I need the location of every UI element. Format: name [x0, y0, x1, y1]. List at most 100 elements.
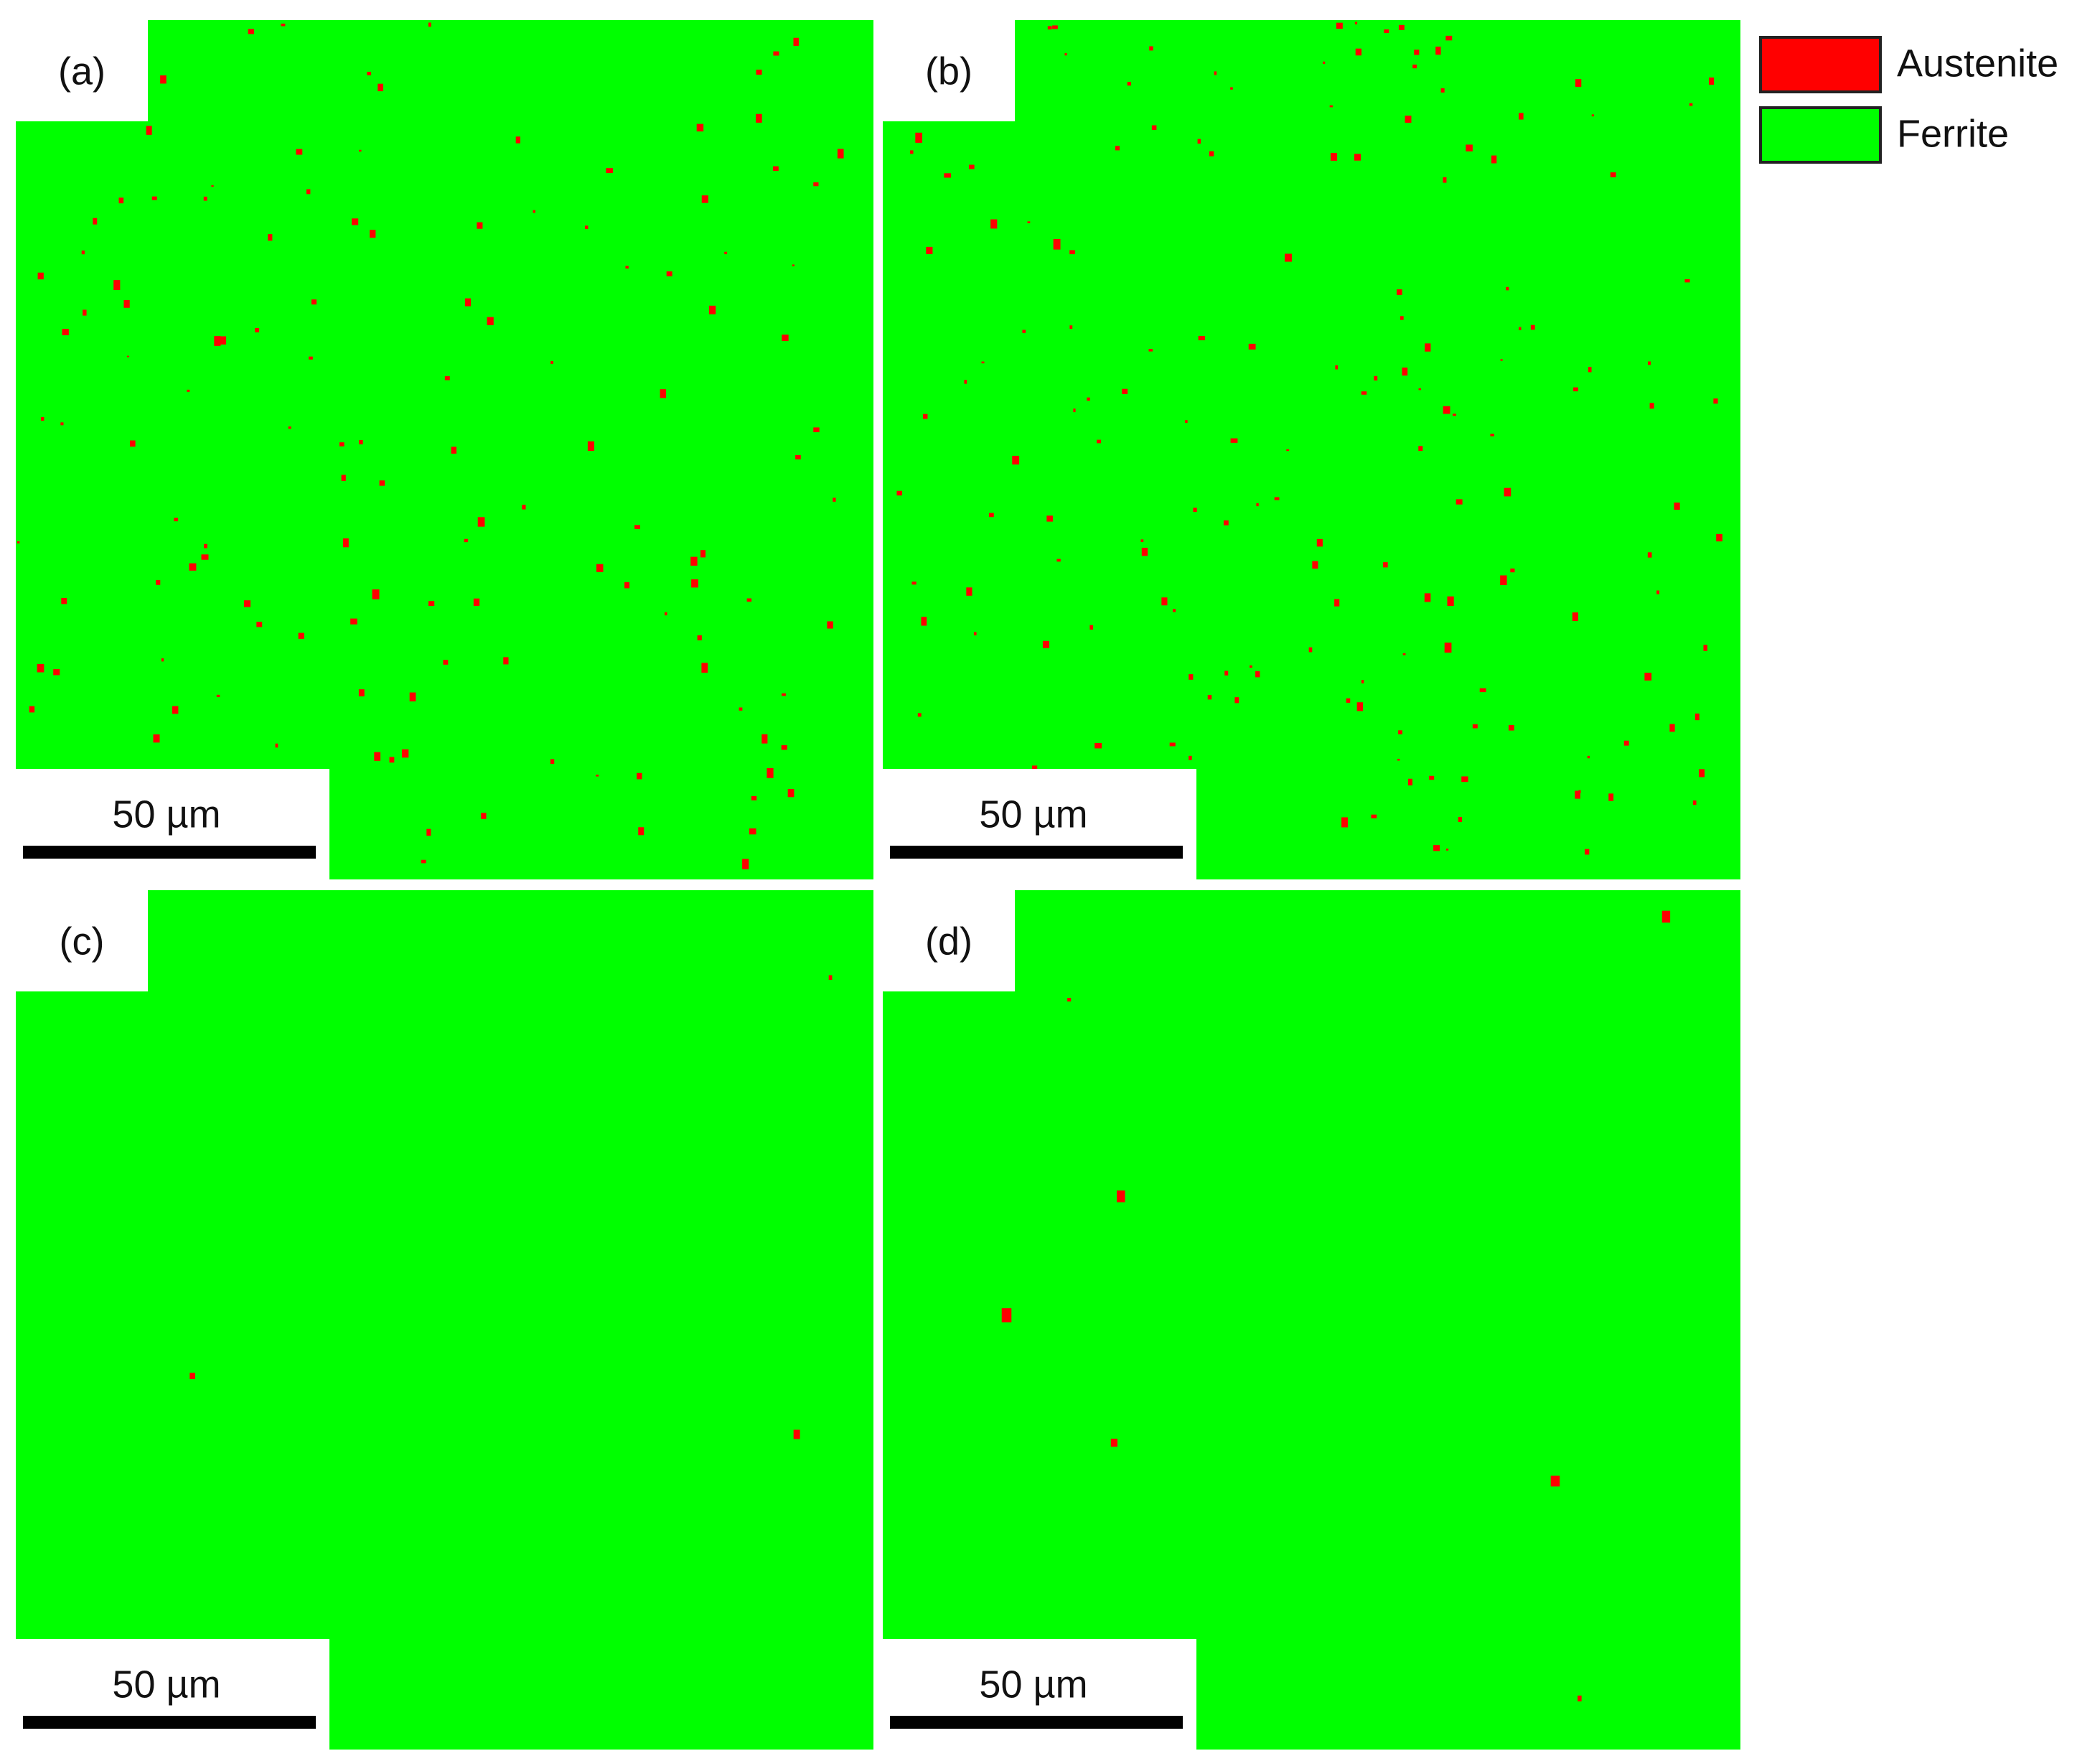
austenite-grain — [473, 598, 480, 606]
austenite-grain — [638, 827, 644, 836]
austenite-grain — [739, 707, 743, 711]
austenite-grain — [1073, 408, 1076, 413]
austenite-grain — [358, 149, 362, 152]
austenite-grain — [1500, 359, 1503, 361]
austenite-grain — [1335, 365, 1339, 370]
austenite-grain — [1510, 568, 1515, 573]
austenite-grain — [113, 280, 121, 291]
austenite-grain — [596, 564, 604, 572]
austenite-grain — [781, 745, 787, 750]
austenite-grain — [389, 757, 395, 763]
austenite-grain — [1649, 403, 1654, 409]
austenite-grain — [268, 234, 273, 241]
austenite-grain — [1127, 82, 1131, 86]
austenite-grain — [690, 556, 698, 566]
austenite-grain — [1148, 349, 1153, 352]
austenite-grain — [53, 669, 60, 676]
austenite-grain — [189, 563, 197, 571]
austenite-grain — [40, 416, 44, 421]
label-box — [881, 19, 1015, 121]
austenite-grain — [160, 75, 167, 84]
austenite-grain — [1094, 742, 1102, 749]
austenite-grain — [1674, 503, 1680, 510]
austenite-grain — [1684, 279, 1690, 283]
austenite-grain — [827, 621, 833, 629]
austenite-grain — [751, 795, 757, 800]
austenite-grain — [1323, 61, 1326, 64]
austenite-grain — [1519, 327, 1522, 330]
austenite-grain — [1122, 388, 1128, 394]
austenite-grain — [1397, 758, 1400, 761]
austenite-grain — [550, 759, 555, 765]
scale-bar — [890, 1716, 1183, 1729]
scale-box — [881, 769, 1196, 882]
austenite-grain — [123, 299, 130, 308]
austenite-grain — [1435, 46, 1441, 55]
austenite-grain — [1703, 645, 1707, 651]
austenite-grain — [1412, 64, 1417, 69]
austenite-grain — [1371, 814, 1377, 818]
austenite-grain — [401, 749, 409, 758]
austenite-grain — [1656, 590, 1660, 594]
austenite-grain — [1440, 88, 1445, 93]
austenite-grain — [981, 361, 985, 364]
austenite-grain — [746, 598, 752, 602]
austenite-grain — [756, 113, 762, 123]
austenite-grain — [1046, 515, 1053, 522]
austenite-grain — [451, 447, 457, 454]
austenite-grain — [352, 218, 359, 225]
austenite-grain — [973, 632, 977, 636]
austenite-grain — [1316, 538, 1323, 547]
label-box — [14, 19, 148, 121]
austenite-grain — [1661, 910, 1671, 923]
austenite-grain — [1224, 671, 1229, 676]
austenite-grain — [1169, 742, 1176, 747]
austenite-grain — [1500, 575, 1507, 585]
austenite-grain — [1346, 698, 1351, 703]
label-box — [14, 889, 148, 991]
austenite-grain — [203, 196, 207, 201]
austenite-grain — [1250, 665, 1252, 668]
austenite-grain — [1550, 1475, 1560, 1487]
austenite-grain — [1578, 1695, 1582, 1701]
austenite-grain — [1053, 238, 1061, 250]
austenite-grain — [172, 706, 179, 714]
austenite-grain — [374, 752, 381, 761]
austenite-grain — [372, 589, 380, 599]
austenite-grain — [367, 72, 372, 75]
austenite-grain — [1648, 361, 1651, 365]
austenite-grain — [1117, 1190, 1125, 1202]
austenite-grain — [1490, 434, 1494, 436]
austenite-grain — [1699, 769, 1705, 777]
panel-label: (d) — [925, 920, 972, 963]
austenite-grain — [161, 658, 164, 662]
austenite-grain — [359, 439, 363, 444]
scale-box — [881, 1639, 1196, 1752]
austenite-grain — [1575, 790, 1580, 799]
austenite-grain — [990, 219, 998, 229]
austenite-grain — [1443, 177, 1447, 183]
austenite-grain — [83, 309, 87, 316]
austenite-grain — [910, 150, 914, 154]
austenite-grain — [204, 543, 207, 548]
austenite-grain — [1001, 1308, 1012, 1322]
austenite-grain — [1425, 343, 1431, 352]
austenite-grain — [1354, 22, 1358, 24]
austenite-grain — [1361, 391, 1367, 395]
austenite-grain — [1354, 154, 1361, 161]
austenite-grain — [1230, 438, 1238, 443]
austenite-grain — [61, 597, 67, 604]
austenite-grain — [1396, 289, 1402, 295]
panel-label: (a) — [58, 50, 106, 93]
scale-bar-label: 50 µm — [112, 793, 220, 836]
austenite-grain — [660, 389, 667, 398]
austenite-grain — [1398, 730, 1402, 734]
austenite-grain — [1591, 114, 1594, 117]
austenite-grain — [606, 168, 613, 174]
austenite-grain — [1694, 713, 1700, 721]
austenite-grain — [833, 498, 836, 502]
austenite-grain — [988, 513, 994, 518]
austenite-grain — [708, 305, 716, 314]
austenite-grain — [1400, 316, 1404, 320]
austenite-grain — [477, 222, 483, 229]
